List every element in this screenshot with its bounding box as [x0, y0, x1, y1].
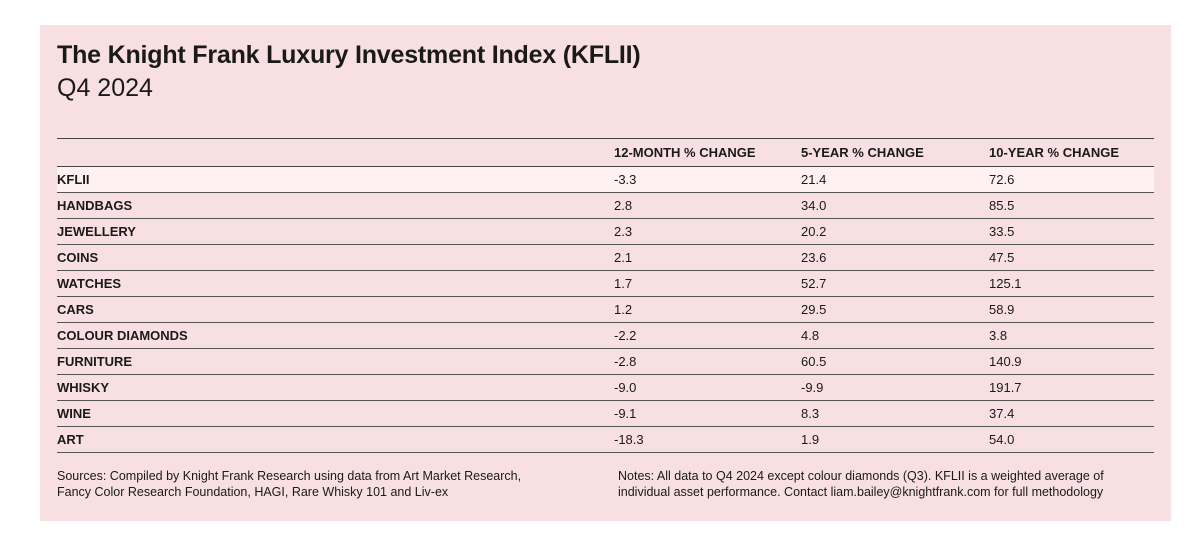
value-cell: 191.7 [989, 374, 1154, 401]
row-label: HANDBAGS [57, 192, 614, 219]
value-cell: 58.9 [989, 296, 1154, 323]
table-row: COINS 2.1 23.6 47.5 [57, 244, 1154, 271]
value-cell: 60.5 [801, 348, 989, 375]
row-label: JEWELLERY [57, 218, 614, 245]
value-cell: 52.7 [801, 270, 989, 297]
value-cell: 8.3 [801, 400, 989, 427]
table-row: WHISKY -9.0 -9.9 191.7 [57, 374, 1154, 401]
value-cell: 47.5 [989, 244, 1154, 271]
value-cell: -9.9 [801, 374, 989, 401]
value-cell: 72.6 [989, 166, 1154, 193]
value-cell: 2.3 [614, 218, 801, 245]
value-cell: -18.3 [614, 426, 801, 453]
sources-line: Sources: Compiled by Knight Frank Resear… [57, 469, 522, 483]
table-row: WINE -9.1 8.3 37.4 [57, 400, 1154, 427]
value-cell: 54.0 [989, 426, 1154, 453]
table-row: COLOUR DIAMONDS -2.2 4.8 3.8 [57, 322, 1154, 349]
value-cell: -3.3 [614, 166, 801, 193]
value-cell: -2.2 [614, 322, 801, 349]
row-label: KFLII [57, 166, 614, 193]
value-cell: 1.2 [614, 296, 801, 323]
table-row: FURNITURE -2.8 60.5 140.9 [57, 348, 1154, 375]
table-row: CARS 1.2 29.5 58.9 [57, 296, 1154, 323]
value-cell: 140.9 [989, 348, 1154, 375]
sources-note: Sources: Compiled by Knight Frank Resear… [57, 468, 577, 500]
row-label: COINS [57, 244, 614, 271]
index-table: 12-MONTH % CHANGE 5-YEAR % CHANGE 10-YEAR … [57, 138, 1154, 453]
value-cell: 20.2 [801, 218, 989, 245]
column-header: 12-MONTH % CHANGE [614, 138, 801, 167]
table-row: HANDBAGS 2.8 34.0 85.5 [57, 192, 1154, 219]
row-label: CARS [57, 296, 614, 323]
value-cell: -2.8 [614, 348, 801, 375]
value-cell: 85.5 [989, 192, 1154, 219]
notes-line: individual asset performance. Contact li… [618, 485, 1104, 499]
table-row: WATCHES 1.7 52.7 125.1 [57, 270, 1154, 297]
value-cell: 37.4 [989, 400, 1154, 427]
header-blank [57, 138, 614, 167]
value-cell: 33.5 [989, 218, 1154, 245]
value-cell: 21.4 [801, 166, 989, 193]
value-cell: 4.8 [801, 322, 989, 349]
table-row: JEWELLERY 2.3 20.2 33.5 [57, 218, 1154, 245]
value-cell: 2.1 [614, 244, 801, 271]
column-header: 5-YEAR % CHANGE [801, 138, 989, 167]
value-cell: 1.9 [801, 426, 989, 453]
table-header: 12-MONTH % CHANGE 5-YEAR % CHANGE 10-YEAR … [57, 138, 1154, 167]
row-label: FURNITURE [57, 348, 614, 375]
row-label: COLOUR DIAMONDS [57, 322, 614, 349]
row-label: ART [57, 426, 614, 453]
row-label: WINE [57, 400, 614, 427]
sources-line: Fancy Color Research Foundation, HAGI, R… [57, 485, 449, 499]
row-label: WHISKY [57, 374, 614, 401]
methodology-note: Notes: All data to Q4 2024 except colour… [618, 468, 1158, 500]
value-cell: 29.5 [801, 296, 989, 323]
value-cell: -9.0 [614, 374, 801, 401]
table-body: KFLII -3.3 21.4 72.6 HANDBAGS 2.8 34.0 85.5 JEWE… [57, 166, 1154, 453]
table-row: KFLII -3.3 21.4 72.6 [57, 166, 1154, 193]
value-cell: 3.8 [989, 322, 1154, 349]
index-card: The Knight Frank Luxury Investment Index… [40, 25, 1171, 521]
row-label: WATCHES [57, 270, 614, 297]
table-row: ART -18.3 1.9 54.0 [57, 426, 1154, 453]
value-cell: 2.8 [614, 192, 801, 219]
value-cell: -9.1 [614, 400, 801, 427]
value-cell: 23.6 [801, 244, 989, 271]
chart-title: The Knight Frank Luxury Investment Index… [57, 41, 641, 69]
value-cell: 1.7 [614, 270, 801, 297]
value-cell: 125.1 [989, 270, 1154, 297]
column-header: 10-YEAR % CHANGE [989, 138, 1154, 167]
chart-subtitle: Q4 2024 [57, 74, 153, 102]
value-cell: 34.0 [801, 192, 989, 219]
notes-line: Notes: All data to Q4 2024 except colour… [618, 469, 1104, 483]
